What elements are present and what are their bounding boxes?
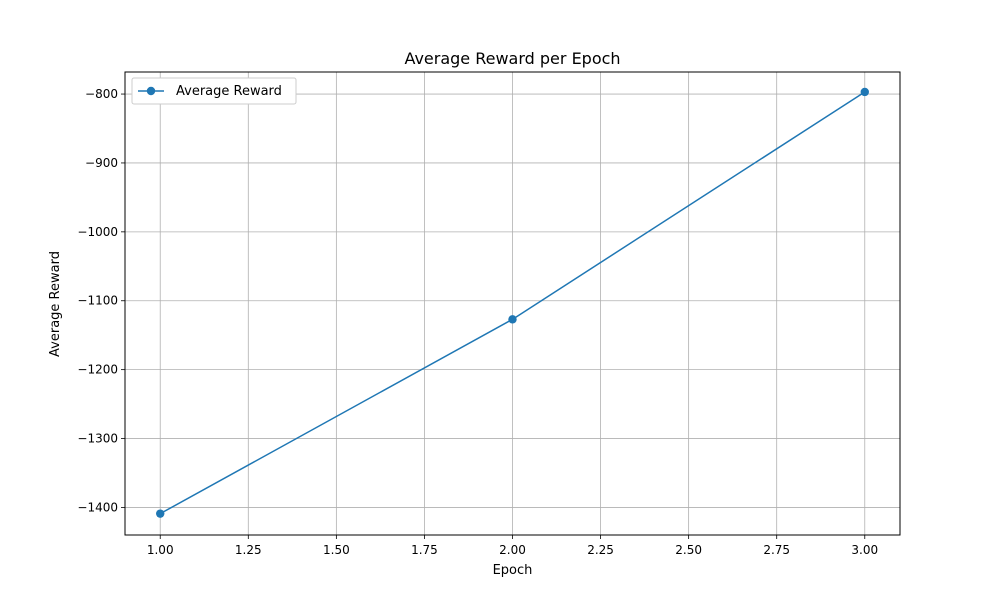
x-tick-label: 1.75 [411, 543, 438, 557]
y-tick-label: −1300 [77, 432, 118, 446]
legend-label: Average Reward [176, 84, 282, 99]
chart-title: Average Reward per Epoch [404, 49, 620, 68]
x-axis-label: Epoch [493, 563, 533, 578]
data-point [156, 509, 165, 518]
x-tick-label: 1.00 [147, 543, 174, 557]
data-point [860, 87, 869, 97]
axis-ticks: 1.00 1.25 1.50 1.75 2.00 2.25 2.50 2.75 3.00 −140… [77, 87, 878, 557]
x-tick-label: 2.25 [587, 543, 614, 557]
x-tick-label: 1.50 [323, 543, 350, 557]
y-tick-label: −1100 [77, 294, 118, 308]
legend: Average Reward [131, 77, 297, 105]
x-tick-label: 2.00 [499, 543, 526, 557]
legend-marker-swatch [146, 86, 156, 96]
x-tick-label: 2.75 [763, 543, 790, 557]
y-tick-label: −1400 [77, 500, 118, 514]
grid [125, 72, 900, 535]
y-tick-label: −1000 [77, 225, 118, 239]
y-tick-label: −800 [85, 87, 118, 101]
x-tick-label: 2.50 [675, 543, 702, 557]
y-tick-label: −900 [85, 156, 118, 170]
legend-box [131, 77, 297, 105]
series-layer [156, 87, 869, 518]
y-tick-label: −1200 [77, 363, 118, 377]
x-tick-label: 1.25 [235, 543, 262, 557]
x-tick-label: 3.00 [851, 543, 878, 557]
y-axis-label: Average Reward [48, 251, 63, 357]
data-point [508, 315, 517, 324]
